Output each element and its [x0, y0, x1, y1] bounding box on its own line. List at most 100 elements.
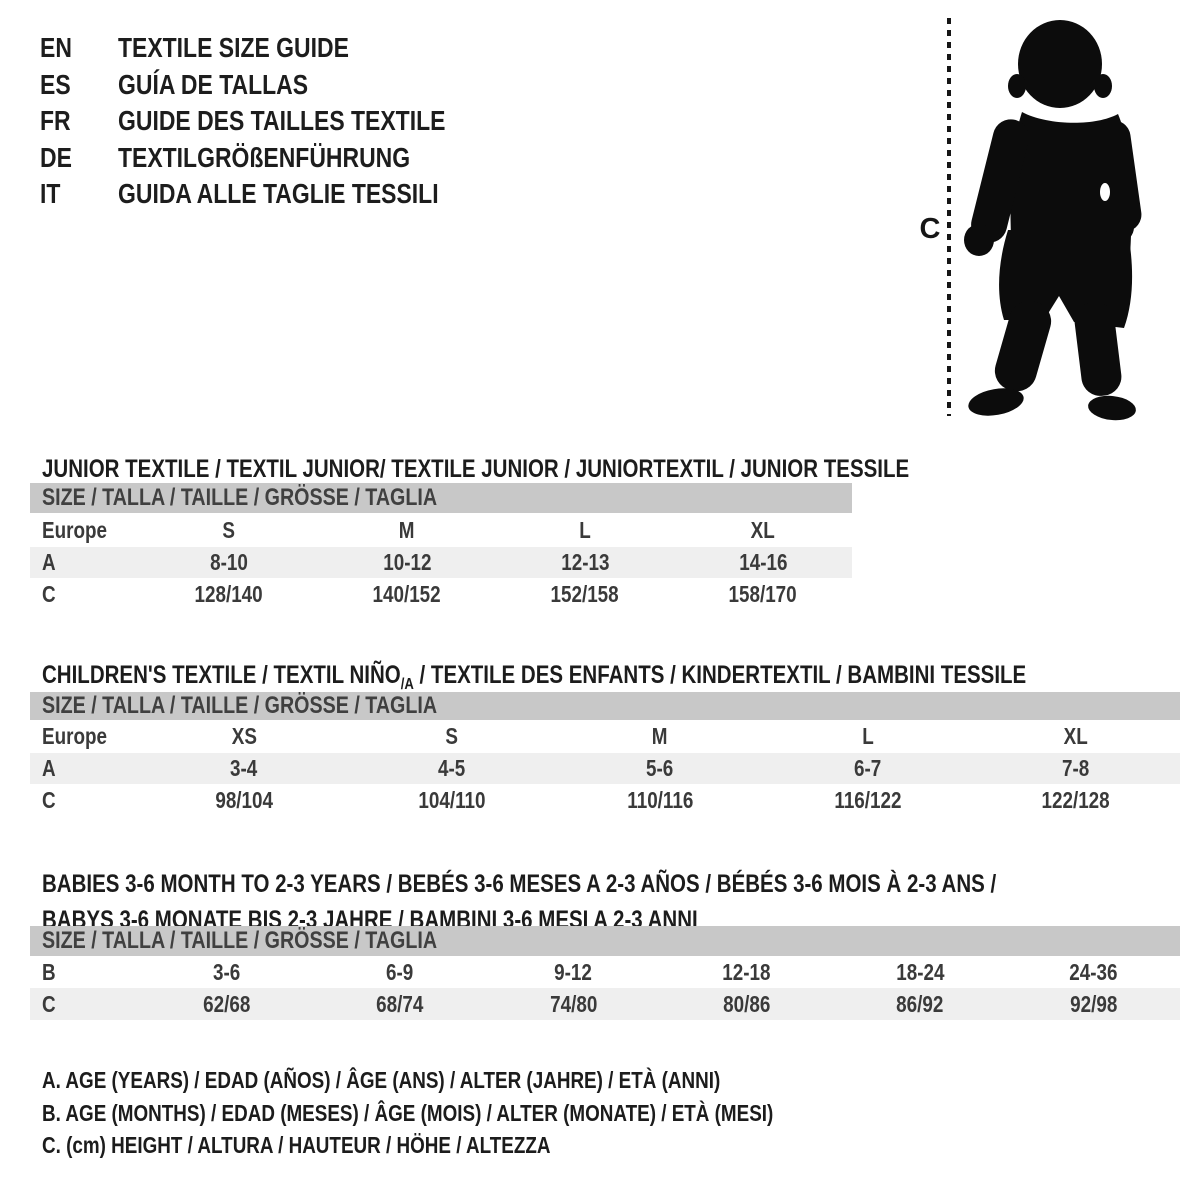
lang-code-text: FR [40, 105, 71, 137]
cell-text: XL [1063, 723, 1089, 749]
cell-text: XL [750, 516, 776, 543]
table-cell: 104/110 [348, 787, 556, 814]
lang-code: FR [40, 105, 118, 137]
table-cell: 68/74 [313, 991, 486, 1018]
legend-line-a: A. AGE (YEARS) / EDAD (AÑOS) / ÂGE (ANS)… [42, 1064, 934, 1097]
guide-title-en: TEXTILE SIZE GUIDE [118, 32, 349, 64]
title-prefix: CHILDREN'S TEXTILE / TEXTIL NIÑO [42, 660, 401, 689]
cell-text: 122/128 [1041, 787, 1111, 813]
table-cell: S [348, 723, 556, 750]
lang-code-text: IT [40, 178, 61, 210]
table-cell: 3-4 [140, 755, 348, 782]
table-cell: 12-18 [660, 959, 833, 986]
toddler-silhouette-icon [964, 20, 1142, 421]
row-label: C [30, 787, 140, 814]
table-cell: M [556, 723, 764, 750]
row-label: A [30, 549, 140, 576]
table-cell: 24-36 [1007, 959, 1180, 986]
row-label-text: C [42, 581, 56, 607]
guide-title-it: GUIDA ALLE TAGLIE TESSILI [118, 178, 439, 210]
cell-text: 14-16 [738, 549, 788, 575]
table-cell: 122/128 [972, 787, 1180, 814]
row-label: Europe [30, 517, 140, 544]
row-label-text: B [42, 958, 56, 985]
lang-code-text: ES [40, 68, 71, 100]
size-header-label: SIZE / TALLA / TAILLE / GRÖSSE / TAGLIA [42, 692, 438, 719]
cell-text: 80/86 [723, 990, 771, 1017]
cell-text: 74/80 [549, 990, 597, 1017]
row-label: A [30, 755, 140, 782]
lang-code-text: EN [40, 32, 72, 64]
table-cell: 18-24 [833, 959, 1006, 986]
height-measure-label: C [919, 213, 941, 245]
cell-text: 92/98 [1069, 990, 1117, 1017]
guide-title-fr: GUIDE DES TAILLES TEXTILE [118, 105, 446, 137]
table-cell: 6-7 [764, 755, 972, 782]
lang-code: DE [40, 142, 118, 174]
table-cell: 10-12 [318, 549, 496, 576]
table-cell: 5-6 [556, 755, 764, 782]
lang-row-en: EN TEXTILE SIZE GUIDE [40, 30, 517, 67]
title-subscript: /A [400, 675, 414, 693]
lang-code: EN [40, 32, 118, 64]
children-row-height: C 98/104 104/110 110/116 116/122 122/128 [30, 784, 1180, 817]
language-title-list: EN TEXTILE SIZE GUIDE ES GUÍA DE TALLAS … [40, 30, 517, 213]
table-cell: XL [674, 517, 852, 544]
cell-text: 7-8 [1062, 755, 1090, 781]
cell-text: 104/110 [418, 787, 486, 813]
legend-text-a: A. AGE (YEARS) / EDAD (AÑOS) / ÂGE (ANS)… [42, 1067, 721, 1093]
cell-text: 4-5 [438, 755, 466, 781]
junior-section-title: JUNIOR TEXTILE / TEXTIL JUNIOR/ TEXTILE … [42, 456, 1100, 482]
row-label: C [30, 991, 140, 1018]
table-cell: 128/140 [140, 581, 318, 608]
babies-row-months: B 3-6 6-9 9-12 12-18 18-24 24-36 [30, 956, 1180, 988]
cell-text: 9-12 [554, 958, 593, 985]
cell-text: 12-18 [722, 958, 771, 985]
table-cell: 80/86 [660, 991, 833, 1018]
table-cell: 3-6 [140, 959, 313, 986]
table-cell: 62/68 [140, 991, 313, 1018]
cell-text: 128/140 [194, 581, 264, 607]
table-cell: 110/116 [556, 787, 764, 814]
junior-row-age: A 8-10 10-12 12-13 14-16 [30, 547, 852, 578]
table-cell: 140/152 [318, 581, 496, 608]
lang-row-fr: FR GUIDE DES TAILLES TEXTILE [40, 103, 517, 140]
row-label-text: C [42, 787, 56, 813]
cell-text: 86/92 [896, 990, 944, 1017]
cell-text: S [445, 723, 459, 749]
cell-text: 140/152 [372, 581, 442, 607]
cell-text: XS [231, 723, 257, 749]
table-cell: S [140, 517, 318, 544]
row-label-text: A [42, 755, 56, 781]
row-label-text: A [42, 549, 56, 575]
row-label-text: Europe [42, 516, 107, 543]
junior-row-height: C 128/140 140/152 152/158 158/170 [30, 578, 852, 611]
table-cell: XS [140, 723, 348, 750]
size-header-row: SIZE / TALLA / TAILLE / GRÖSSE / TAGLIA [30, 692, 1180, 720]
table-cell: 98/104 [140, 787, 348, 814]
table-cell: L [496, 517, 674, 544]
guide-title-es: GUÍA DE TALLAS [118, 68, 309, 100]
row-label: Europe [30, 723, 140, 750]
title-suffix: / TEXTILE DES ENFANTS / KINDERTEXTIL / B… [413, 660, 1027, 689]
cell-text: 158/170 [728, 581, 798, 607]
cell-text: S [222, 516, 236, 543]
cell-text: 3-4 [230, 755, 258, 781]
table-cell: XL [972, 723, 1180, 750]
lang-code: IT [40, 178, 118, 210]
lang-code-text: DE [40, 141, 72, 173]
size-header-label: SIZE / TALLA / TAILLE / GRÖSSE / TAGLIA [42, 927, 438, 954]
cell-text: 8-10 [210, 549, 248, 575]
table-cell: 74/80 [487, 991, 660, 1018]
junior-size-table: SIZE / TALLA / TAILLE / GRÖSSE / TAGLIA … [30, 483, 852, 611]
cell-text: 12-13 [560, 549, 610, 575]
size-header-row: SIZE / TALLA / TAILLE / GRÖSSE / TAGLIA [30, 483, 852, 513]
children-size-table: SIZE / TALLA / TAILLE / GRÖSSE / TAGLIA … [30, 692, 1180, 817]
table-cell: 4-5 [348, 755, 556, 782]
table-cell: 86/92 [833, 991, 1006, 1018]
measure-legend: A. AGE (YEARS) / EDAD (AÑOS) / ÂGE (ANS)… [42, 1064, 934, 1162]
row-label-text: Europe [42, 723, 107, 749]
row-label-text: C [42, 990, 56, 1017]
cell-text: M [399, 516, 415, 543]
